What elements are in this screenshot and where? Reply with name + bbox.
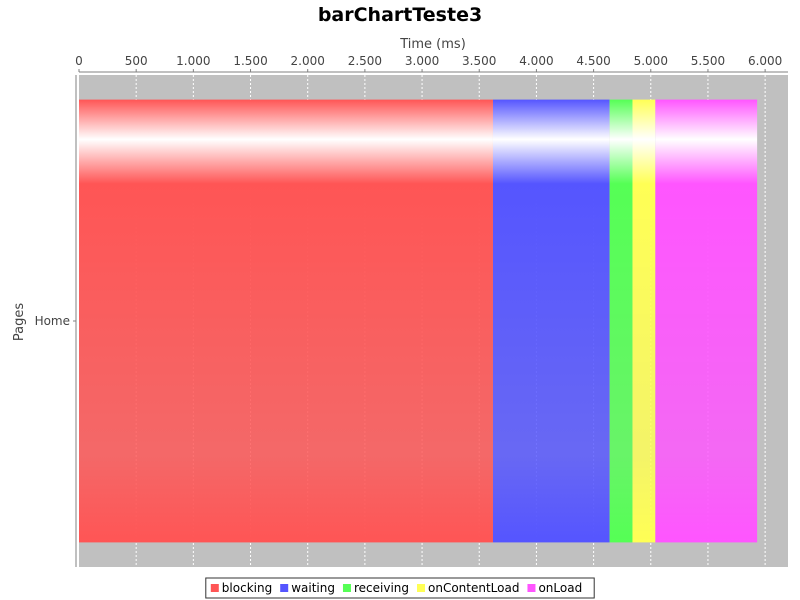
x-tick-label: 5.000 bbox=[634, 54, 668, 68]
legend-label-waiting: waiting bbox=[291, 581, 335, 595]
x-tick-label: 3.500 bbox=[462, 54, 496, 68]
x-axis: 0 500 1.000 1.500 2.000 2.500 3.000 3.500 4.000 4… bbox=[75, 54, 788, 73]
y-axis: Home bbox=[35, 75, 77, 567]
y-axis-label: Pages bbox=[12, 303, 27, 341]
bar-segment-waiting bbox=[492, 99, 610, 543]
x-tick-label: 5.500 bbox=[691, 54, 725, 68]
legend-label-receiving: receiving bbox=[354, 581, 409, 595]
bar-segment-oncontentload bbox=[632, 99, 656, 543]
bar-segment-onload bbox=[655, 99, 758, 543]
legend-box bbox=[205, 577, 595, 599]
bar-segment-blocking bbox=[79, 99, 493, 543]
y-category-label: Home bbox=[35, 314, 70, 328]
legend-swatch-oncontentload bbox=[417, 584, 425, 592]
legend-label-blocking: blocking bbox=[222, 581, 272, 595]
x-tick-label: 2.500 bbox=[348, 54, 382, 68]
legend: blocking waiting receiving onContentLoad onL… bbox=[205, 577, 595, 599]
x-tick-label: 6.000 bbox=[748, 54, 782, 68]
legend-label-onload: onLoad bbox=[538, 581, 582, 595]
legend-swatch-waiting bbox=[280, 584, 289, 592]
bar-segment-receiving bbox=[609, 99, 633, 543]
x-tick-label: 0 bbox=[75, 54, 83, 68]
legend-swatch-onload bbox=[527, 584, 536, 592]
x-tick-label: 2.000 bbox=[291, 54, 325, 68]
x-tick-label: 4.500 bbox=[576, 54, 610, 68]
x-tick-label: 500 bbox=[125, 54, 148, 68]
legend-swatch-receiving bbox=[342, 584, 351, 592]
legend-label-oncontentload: onContentLoad bbox=[428, 581, 519, 595]
x-tick-label: 1.000 bbox=[176, 54, 210, 68]
x-axis-label: Time (ms) bbox=[399, 37, 466, 52]
bars bbox=[79, 99, 758, 543]
chart-title: barChartTeste3 bbox=[318, 4, 482, 26]
legend-swatch-blocking bbox=[210, 584, 219, 592]
x-tick-label: 1.500 bbox=[233, 54, 267, 68]
x-tick-label: 3.000 bbox=[405, 54, 439, 68]
x-tick-label: 4.000 bbox=[519, 54, 553, 68]
